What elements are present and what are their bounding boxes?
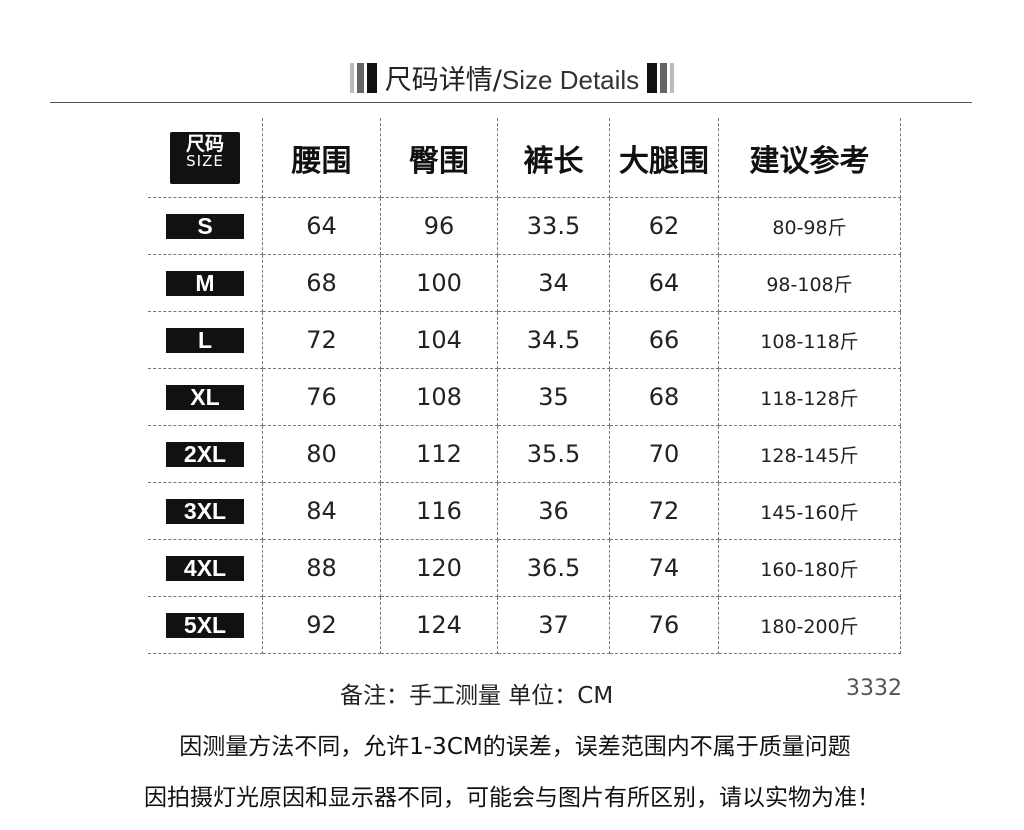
column-header: 大腿围 [609,118,719,198]
measurement-cell: 72 [609,482,719,540]
column-header: 裤长 [497,118,610,198]
measurement-cell: 88 [262,539,381,597]
measurement-cell: 98-108斤 [718,254,901,312]
measurement-cell: 96 [380,197,498,255]
size-cell: S [148,197,263,255]
table-row: 3XL 84 116 36 72 145-160斤 [148,482,901,540]
measurement-cell: 108-118斤 [718,311,901,369]
size-cell: 4XL [148,539,263,597]
title-divider [50,102,972,103]
measurement-cell: 84 [262,482,381,540]
size-badge: XL [166,385,244,410]
measurement-cell: 34.5 [497,311,610,369]
measurement-cell: 180-200斤 [718,596,901,654]
measurement-cell: 36 [497,482,610,540]
measurement-cell: 70 [609,425,719,483]
title-bars-left-icon [349,62,377,93]
table-row: 4XL 88 120 36.5 74 160-180斤 [148,539,901,597]
measurement-cell: 74 [609,539,719,597]
error-disclaimer: 因测量方法不同，允许1-3CM的误差，误差范围内不属于质量问题 [179,734,851,760]
size-badge: M [166,271,244,296]
measurement-cell: 92 [262,596,381,654]
title-en: Size Details [501,65,640,95]
size-badge: S [166,214,244,239]
size-badge: 4XL [166,556,244,581]
measurement-cell: 80-98斤 [718,197,901,255]
size-cell: 2XL [148,425,263,483]
measurement-cell: 76 [262,368,381,426]
size-badge: 2XL [166,442,244,467]
page-title: 尺码详情/Size Details [0,58,1024,97]
size-badge: L [166,328,244,353]
size-badge: 5XL [166,613,244,638]
size-header-en: SIZE [186,152,224,171]
measurement-cell: 128-145斤 [718,425,901,483]
measurement-cell: 118-128斤 [718,368,901,426]
title-bars-right-icon [647,62,675,93]
color-disclaimer: 因拍摄灯光原因和显示器不同，可能会与图片有所区别，请以实物为准！ [144,785,880,811]
table-row: S 64 96 33.5 62 80-98斤 [148,197,901,255]
measurement-cell: 120 [380,539,498,597]
measurement-cell: 36.5 [497,539,610,597]
column-header: 腰围 [262,118,381,198]
column-header: 臀围 [380,118,498,198]
measurement-cell: 68 [609,368,719,426]
size-cell: L [148,311,263,369]
size-header-cell: 尺码 SIZE [148,118,263,198]
measurement-cell: 33.5 [497,197,610,255]
measurement-cell: 68 [262,254,381,312]
measurement-cell: 62 [609,197,719,255]
measurement-cell: 35 [497,368,610,426]
table-row: M 68 100 34 64 98-108斤 [148,254,901,312]
measurement-cell: 64 [609,254,719,312]
table-row: 2XL 80 112 35.5 70 128-145斤 [148,425,901,483]
size-table: 尺码 SIZE 腰围 臀围 裤长 大腿围 建议参考 S 64 96 33.5 62 80-… [148,118,901,654]
measurement-cell: 80 [262,425,381,483]
measurement-cell: 76 [609,596,719,654]
size-header-badge: 尺码 SIZE [170,131,240,184]
size-header-zh: 尺码 [185,132,224,155]
measurement-cell: 35.5 [497,425,610,483]
size-badge: 3XL [166,499,244,524]
size-cell: 3XL [148,482,263,540]
table-header-row: 尺码 SIZE 腰围 臀围 裤长 大腿围 建议参考 [148,118,901,198]
measurement-cell: 64 [262,197,381,255]
measurement-cell: 100 [380,254,498,312]
measurement-cell: 66 [609,311,719,369]
size-cell: 5XL [148,596,263,654]
column-header: 建议参考 [718,118,901,198]
measurement-cell: 104 [380,311,498,369]
measurement-cell: 160-180斤 [718,539,901,597]
measurement-cell: 72 [262,311,381,369]
table-row: 5XL 92 124 37 76 180-200斤 [148,596,901,654]
title-zh: 尺码详情/ [384,65,502,96]
measurement-cell: 145-160斤 [718,482,901,540]
measurement-cell: 37 [497,596,610,654]
size-cell: M [148,254,263,312]
measurement-cell: 124 [380,596,498,654]
measurement-cell: 112 [380,425,498,483]
measurement-note: 备注：手工测量 单位：CM [340,683,614,709]
table-row: XL 76 108 35 68 118-128斤 [148,368,901,426]
product-code: 3332 [846,676,902,701]
measurement-cell: 34 [497,254,610,312]
size-cell: XL [148,368,263,426]
measurement-cell: 108 [380,368,498,426]
table-row: L 72 104 34.5 66 108-118斤 [148,311,901,369]
measurement-cell: 116 [380,482,498,540]
